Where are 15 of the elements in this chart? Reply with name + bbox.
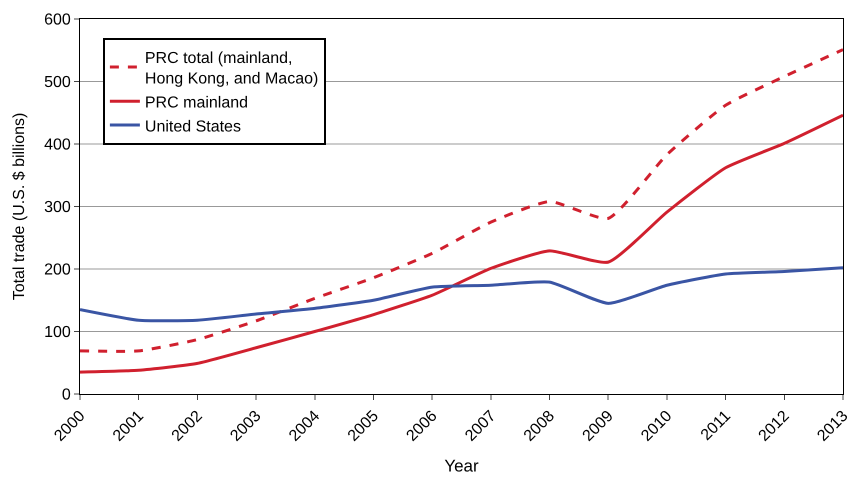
y-tick-label: 400 — [44, 136, 71, 154]
legend-label: PRC total (mainland, Hong Kong, and Macao) — [144, 50, 318, 88]
line-series — [80, 48, 843, 353]
y-tick-label: 300 — [44, 199, 71, 216]
line-series — [80, 266, 843, 322]
x-axis-title: Year — [444, 456, 480, 476]
y-tick-label: 100 — [44, 324, 71, 342]
y-tick-label: 600 — [44, 12, 71, 29]
y-tick-label: 500 — [44, 74, 71, 92]
y-tick-label: 200 — [44, 262, 71, 279]
y-tick-label: 0 — [62, 386, 71, 404]
legend-label: PRC mainland — [144, 94, 248, 112]
y-axis-title: Total trade (U.S. $ billions) — [10, 112, 28, 300]
line-series — [80, 114, 843, 374]
legend-label: United States — [144, 118, 241, 136]
